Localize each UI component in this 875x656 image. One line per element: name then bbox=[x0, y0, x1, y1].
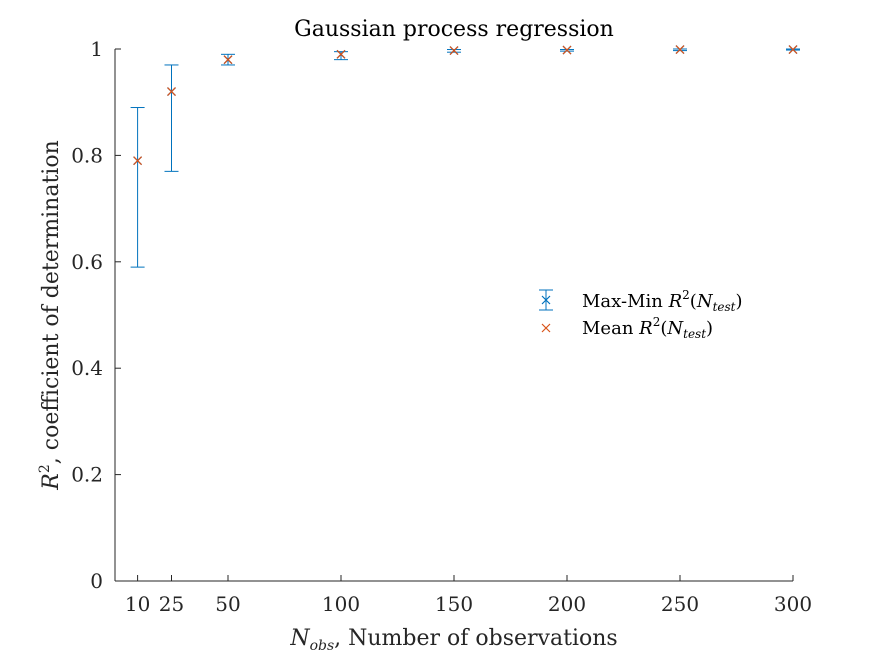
mean-marker bbox=[675, 45, 685, 54]
axes bbox=[114, 49, 793, 582]
x-tick-label: 200 bbox=[548, 592, 586, 616]
chart-title: Gaussian process regression bbox=[294, 17, 614, 42]
mean-marker bbox=[167, 87, 176, 96]
mean-marker bbox=[133, 156, 143, 166]
y-axis-label-superscript: 2 bbox=[37, 464, 53, 473]
legend-label-errorbar: Max-Min R2(Ntest) bbox=[582, 288, 743, 314]
legend-item-errorbar: Max-Min R2(Ntest) bbox=[539, 288, 743, 314]
y-tick-label: 0.6 bbox=[71, 250, 103, 274]
legend-label-mean-sub: test bbox=[683, 327, 706, 341]
x-axis-label-symbol: N bbox=[289, 626, 310, 651]
legend: Max-Min R2(Ntest) Mean R2(Ntest) bbox=[539, 288, 743, 341]
errorbar-point bbox=[164, 64, 179, 172]
x-tick-label: 250 bbox=[661, 592, 699, 616]
x-ticks: 10 25 50 100 150 200 250 300 bbox=[125, 575, 812, 616]
mean-marker bbox=[788, 45, 798, 54]
y-axis-label-symbol: R bbox=[39, 473, 64, 491]
x-tick-label: 10 bbox=[125, 592, 150, 616]
legend-mean-glyph bbox=[541, 323, 551, 333]
x-axis-label-subscript: obs bbox=[310, 638, 335, 654]
mean-marker bbox=[449, 46, 459, 56]
mean-marker bbox=[336, 49, 346, 59]
y-tick-label: 0.2 bbox=[71, 463, 103, 487]
y-tick-label: 0.8 bbox=[71, 143, 103, 167]
y-axis-label: R2, coefficient of determination bbox=[37, 140, 64, 490]
x-axis-label: Nobs, Number of observations bbox=[289, 626, 617, 654]
x-tick-label: 300 bbox=[774, 592, 812, 616]
mean-marker bbox=[223, 55, 233, 65]
x-axis-label-text: , Number of observations bbox=[334, 626, 618, 651]
errorbar-point bbox=[130, 107, 145, 268]
x-tick-label: 25 bbox=[159, 592, 184, 616]
errorbar-series bbox=[130, 45, 800, 268]
y-axis-label-text: , coefficient of determination bbox=[39, 140, 64, 464]
x-tick-label: 50 bbox=[215, 592, 240, 616]
y-tick-label: 0 bbox=[90, 569, 103, 593]
legend-label-errorbar-sup: 2 bbox=[682, 288, 690, 302]
x-tick-label: 150 bbox=[435, 592, 473, 616]
y-ticks: 0 0.2 0.4 0.6 0.8 1 bbox=[71, 37, 121, 593]
y-tick-label: 1 bbox=[90, 37, 103, 61]
legend-label-errorbar-sub: test bbox=[713, 300, 736, 314]
mean-marker bbox=[562, 45, 572, 55]
legend-label-mean-prefix: Mean bbox=[582, 318, 639, 339]
legend-label-mean-symbol: R bbox=[638, 318, 653, 339]
legend-label-mean: Mean R2(Ntest) bbox=[582, 315, 713, 341]
mean-marker-series bbox=[133, 45, 798, 166]
legend-label-errorbar-symbol: R bbox=[668, 291, 683, 312]
legend-label-mean-sup: 2 bbox=[653, 315, 661, 329]
x-tick-label: 100 bbox=[322, 592, 360, 616]
legend-label-errorbar-prefix: Max-Min bbox=[582, 291, 669, 312]
legend-errorbar-glyph bbox=[539, 289, 553, 311]
y-tick-label: 0.4 bbox=[71, 356, 103, 380]
legend-item-mean: Mean R2(Ntest) bbox=[541, 315, 713, 341]
